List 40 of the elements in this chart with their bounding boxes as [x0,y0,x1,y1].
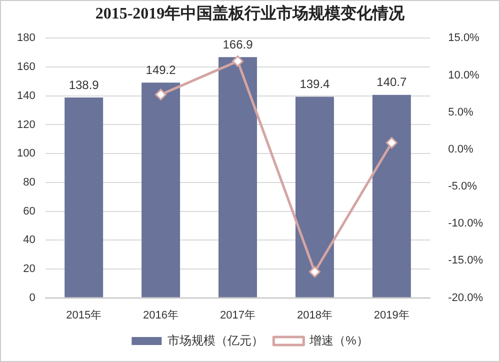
y-tick-label: 80 [23,176,36,188]
x-tick-label: 2016年 [143,309,179,322]
data-label: 166.9 [222,37,254,52]
x-tick-label: 2017年 [220,309,256,322]
bar [295,96,334,298]
legend-label: 增速（%） [308,333,368,348]
y-tick-label: 60 [23,205,36,218]
y-tick-label: 20 [23,262,36,275]
x-tick-label: 2018年 [296,309,332,322]
data-label: 138.9 [68,78,100,92]
point [308,266,320,278]
chart-title: 2015-2019年中国盖板行业市场规模变化情况 [95,4,406,23]
point [386,137,398,149]
y-tick-label: 100 [16,148,36,160]
point [232,55,244,67]
data-label: 140.7 [376,75,408,90]
y-tick-label: 140 [16,90,36,102]
bar [218,57,257,298]
y-tick-label: 120 [16,118,36,131]
point [155,88,167,100]
y2-tick-label: 15.0% [448,32,480,44]
y2-tick-label: 10.0% [448,69,480,82]
bar [64,97,104,298]
x-tick-label: 2019年 [374,309,410,322]
y-tick-label: 180 [16,32,36,44]
legend-label: 市场规模（亿元） [168,333,264,348]
y2-tick-label: -20.0% [448,292,484,304]
x-tick-label: 2015年 [66,309,102,322]
data-label: 149.2 [146,62,176,77]
y2-tick-label: 0.0% [448,143,474,156]
bar [372,94,411,298]
y-tick-label: 40 [23,234,36,246]
y-tick-label: 0 [29,292,36,304]
y-tick-label: 160 [16,61,36,74]
bar [142,82,180,298]
y2-tick-label: 5.0% [448,106,474,118]
y2-tick-label: -15.0% [448,254,484,267]
y2-tick-label: -10.0% [448,218,484,230]
data-label: 139.4 [300,77,330,92]
y2-tick-label: -5.0% [448,180,478,193]
